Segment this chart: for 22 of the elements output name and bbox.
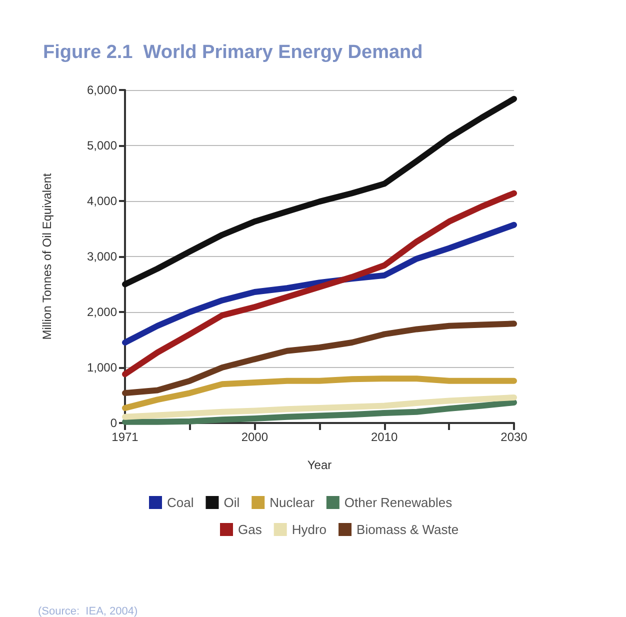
x-tick-label: 2030 <box>500 430 528 444</box>
chart-title: Figure 2.1 World Primary Energy Demand <box>43 42 423 63</box>
legend-label: Hydro <box>292 522 327 537</box>
x-tick-label: 2010 <box>370 430 398 444</box>
legend-label: Other Renewables <box>344 495 453 510</box>
y-tick-label: 0 <box>110 416 118 430</box>
y-tick-label: 6,000 <box>86 83 118 97</box>
legend-label: Biomass & Waste <box>356 522 459 537</box>
y-tick-label: 3,000 <box>86 250 118 264</box>
y-tick-label: 1,000 <box>86 360 118 374</box>
y-tick-label: 5,000 <box>86 138 118 152</box>
text: (Source: IEA, 2004) <box>38 606 138 617</box>
legend-label: Oil <box>224 495 240 510</box>
x-tick-label: 1971 <box>112 430 139 444</box>
legend-label: Gas <box>238 522 262 537</box>
legend-label: Coal <box>167 495 194 510</box>
x-axis-title: Year <box>307 458 332 472</box>
legend-label: Nuclear <box>270 495 316 510</box>
y-axis-title: Million Tonnes of Oil Equivalent <box>40 172 54 340</box>
y-tick-label: 2,000 <box>86 305 118 319</box>
y-tick-label: 4,000 <box>86 194 118 208</box>
x-tick-label: 2000 <box>241 430 268 444</box>
